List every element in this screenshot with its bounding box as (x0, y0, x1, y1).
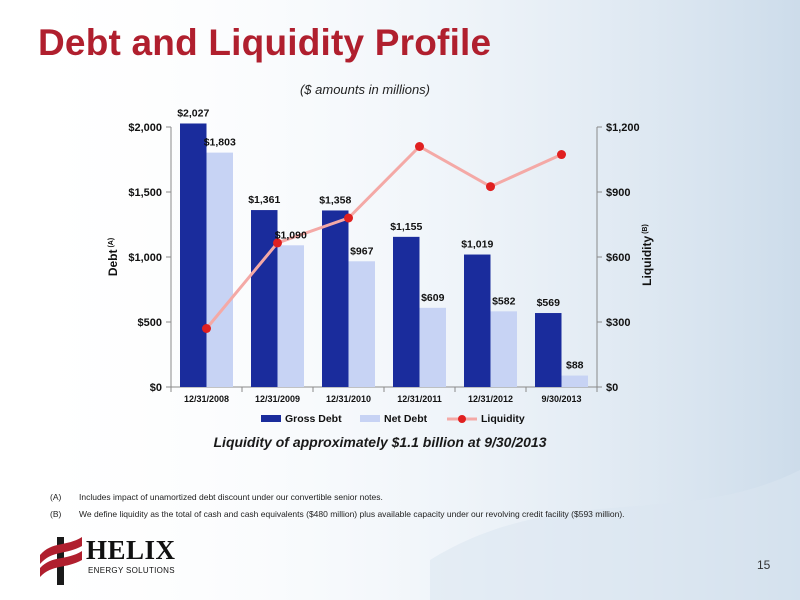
chart-legend: Gross Debt Net Debt Liquidity (261, 413, 525, 425)
page-title: Debt and Liquidity Profile (38, 22, 492, 63)
bar-gross-debt (464, 254, 491, 387)
bar-label-gross-debt: $1,019 (461, 239, 493, 251)
liquidity-line (202, 142, 566, 333)
bar-label-net-debt: $1,090 (275, 229, 307, 241)
page-number: 15 (757, 558, 771, 572)
footnote-mark: (B) (50, 509, 62, 519)
bar-label-net-debt: $88 (566, 360, 584, 372)
legend-label-liquidity: Liquidity (481, 413, 525, 425)
bar-label-net-debt: $1,803 (204, 137, 236, 149)
bar-label-gross-debt: $1,361 (248, 194, 280, 206)
y2-axis-title-note: (B) (642, 224, 649, 236)
x-tick-label: 12/31/2008 (184, 394, 229, 404)
legend-swatch-net-debt (360, 415, 380, 422)
liquidity-point (415, 142, 424, 151)
y-axis-title-text: Debt (106, 250, 120, 277)
liquidity-series-line (205, 144, 563, 330)
bar-gross-debt (393, 236, 420, 387)
y2-tick-label: $300 (606, 317, 630, 329)
y-tick-label: $1,000 (128, 252, 162, 264)
bar-label-gross-debt: $569 (537, 297, 561, 309)
legend-label-net-debt: Net Debt (384, 413, 428, 425)
bar-net-debt (490, 311, 517, 387)
bar-net-debt (277, 245, 304, 387)
x-tick-label: 12/31/2011 (397, 394, 442, 404)
y2-tick-label: $600 (606, 252, 630, 264)
x-tick-label: 12/31/2009 (255, 394, 300, 404)
chart-subtitle: ($ amounts in millions) (299, 82, 431, 97)
bar-net-debt (206, 152, 233, 387)
y-axis-title: Debt (A) (106, 238, 120, 276)
bar-label-gross-debt: $1,155 (390, 221, 422, 233)
legend-label-gross-debt: Gross Debt (285, 413, 342, 425)
bar-label-net-debt: $582 (492, 295, 516, 307)
chart-axes: $0 $500 $1,000 $1,500 $2,000 $0 $300 $600 $900 $1… (106, 122, 654, 404)
footnote-text: We define liquidity as the total of cash… (79, 509, 625, 519)
bar-label-gross-debt: $1,358 (319, 194, 351, 206)
bar-label-gross-debt: $2,027 (177, 107, 209, 119)
footnote-text: Includes impact of unamortized debt disc… (79, 492, 383, 502)
chart-caption: Liquidity of approximately $1.1 billion … (213, 434, 547, 450)
y-axis-title-note: (A) (108, 238, 115, 250)
chart-bars (180, 123, 588, 388)
x-tick-label: 9/30/2013 (541, 394, 581, 404)
y2-tick-label: $1,200 (606, 122, 640, 134)
y2-axis-title: Liquidity (B) (640, 224, 654, 286)
y2-axis-title-text: Liquidity (640, 236, 654, 286)
liquidity-point (486, 182, 495, 192)
logo-name: HELIX (86, 535, 176, 565)
bar-gross-debt (322, 210, 349, 387)
x-tick-label: 12/31/2012 (468, 394, 513, 404)
bar-net-debt (348, 261, 375, 387)
liquidity-point (202, 324, 211, 333)
liquidity-point (273, 238, 282, 248)
chart-labels: $2,027 $1,803 $1,361 $1,090 $1,358 $967 $1,155… (177, 107, 583, 371)
bar-gross-debt (251, 210, 278, 387)
legend-swatch-gross-debt (261, 415, 281, 422)
footnote-b: (B) We define liquidity as the total of … (50, 509, 625, 526)
logo-tagline: ENERGY SOLUTIONS (88, 566, 175, 575)
footnote-a: (A) Includes impact of unamortized debt … (50, 492, 625, 509)
y2-tick-label: $0 (606, 382, 618, 394)
x-tick-label: 12/31/2010 (326, 394, 371, 404)
helix-logo: HELIX ENERGY SOLUTIONS (38, 533, 178, 588)
bar-gross-debt (180, 123, 207, 388)
bar-label-net-debt: $967 (350, 245, 374, 257)
debt-liquidity-chart: $0 $500 $1,000 $1,500 $2,000 $0 $300 $600 $900 $1… (106, 107, 654, 425)
liquidity-point (557, 150, 566, 160)
footnote-mark: (A) (50, 492, 62, 502)
footnotes: (A) Includes impact of unamortized debt … (50, 492, 625, 526)
bar-label-net-debt: $609 (421, 292, 445, 304)
y-tick-label: $0 (150, 382, 162, 394)
bar-gross-debt (535, 313, 562, 387)
liquidity-point (344, 213, 353, 223)
legend-marker-liquidity (458, 415, 466, 423)
y-tick-label: $2,000 (128, 122, 162, 134)
y-tick-label: $1,500 (128, 187, 162, 199)
bar-net-debt (419, 307, 446, 387)
helix-logo-icon (40, 537, 82, 585)
y-tick-label: $500 (138, 317, 162, 329)
y2-tick-label: $900 (606, 187, 630, 199)
bar-net-debt (561, 375, 588, 387)
